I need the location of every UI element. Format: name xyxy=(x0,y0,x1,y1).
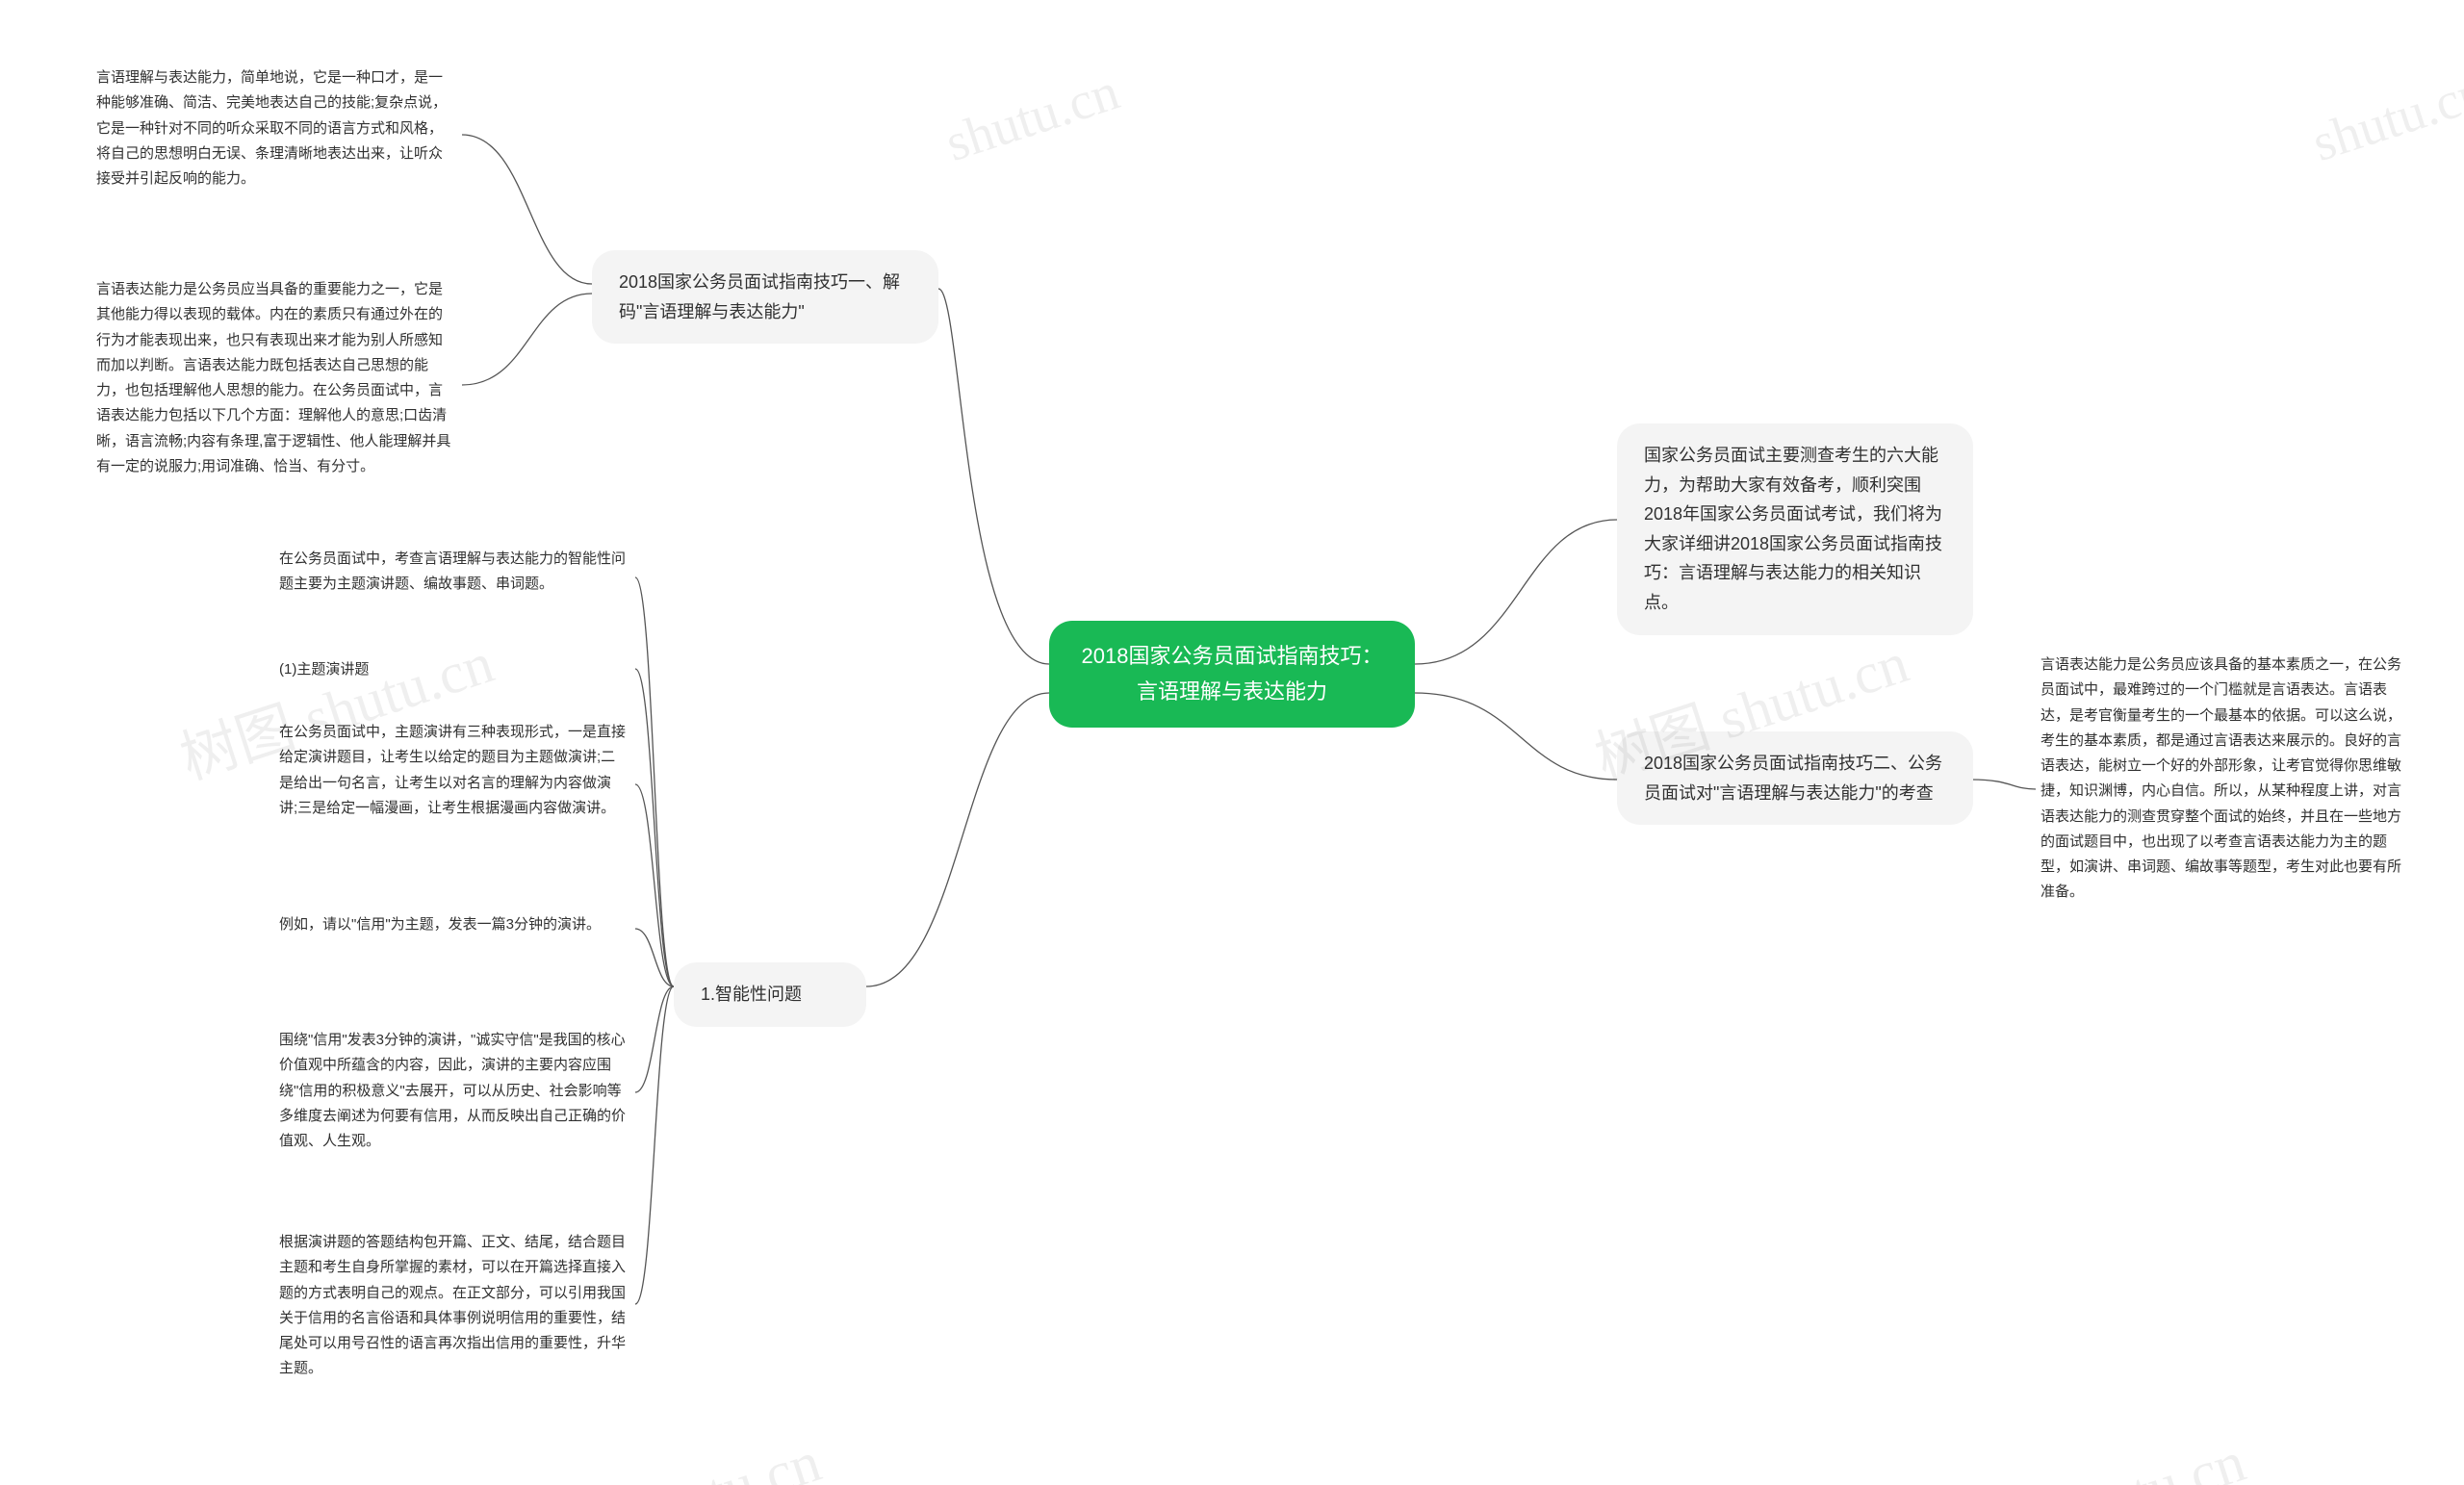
edge xyxy=(635,929,674,986)
edge xyxy=(462,135,592,284)
edge xyxy=(1415,520,1617,664)
edge xyxy=(866,693,1049,986)
leaf-smart-2: (1)主题演讲题 xyxy=(270,650,635,690)
branch-smart-questions[interactable]: 1.智能性问题 xyxy=(674,962,866,1027)
watermark: shutu.cn xyxy=(2305,61,2464,173)
watermark: 树图 shutu.cn xyxy=(496,1415,830,1485)
edge xyxy=(635,986,674,1304)
branch-section-two[interactable]: 2018国家公务员面试指南技巧二、公务员面试对"言语理解与表达能力"的考查 xyxy=(1617,731,1973,825)
edge xyxy=(635,577,674,986)
edge xyxy=(462,294,592,385)
edge xyxy=(635,669,674,986)
leaf-smart-5: 围绕"信用"发表3分钟的演讲，"诚实守信"是我国的核心价值观中所蕴含的内容，因此… xyxy=(270,1020,635,1162)
leaf-section-two-detail: 言语表达能力是公务员应该具备的基本素质之一，在公务员面试中，最难跨过的一个门槛就… xyxy=(2031,645,2416,913)
edge xyxy=(635,784,674,986)
branch-intro[interactable]: 国家公务员面试主要测查考生的六大能力，为帮助大家有效备考，顺利突围2018年国家… xyxy=(1617,423,1973,635)
watermark: shutu.cn xyxy=(938,61,1126,173)
leaf-smart-4: 例如，请以"信用"为主题，发表一篇3分钟的演讲。 xyxy=(270,905,635,945)
edge xyxy=(1415,693,1617,780)
edge xyxy=(635,986,674,1092)
leaf-section-one-a: 言语理解与表达能力，简单地说，它是一种口才，是一种能够准确、简洁、完美地表达自己… xyxy=(87,58,462,199)
branch-section-one[interactable]: 2018国家公务员面试指南技巧一、解码"言语理解与表达能力" xyxy=(592,250,938,344)
root-node[interactable]: 2018国家公务员面试指南技巧：言语理解与表达能力 xyxy=(1049,621,1415,728)
leaf-smart-6: 根据演讲题的答题结构包开篇、正文、结尾，结合题目主题和考生自身所掌握的素材，可以… xyxy=(270,1222,635,1390)
edge xyxy=(938,289,1049,664)
watermark: 树图 shutu.cn xyxy=(1920,1415,2254,1485)
edge xyxy=(1971,780,2036,789)
leaf-smart-3: 在公务员面试中，主题演讲有三种表现形式，一是直接给定演讲题目，让考生以给定的题目… xyxy=(270,712,635,829)
leaf-section-one-b: 言语表达能力是公务员应当具备的重要能力之一，它是其他能力得以表现的载体。内在的素… xyxy=(87,269,462,487)
leaf-smart-1: 在公务员面试中，考查言语理解与表达能力的智能性问题主要为主题演讲题、编故事题、串… xyxy=(270,539,635,605)
